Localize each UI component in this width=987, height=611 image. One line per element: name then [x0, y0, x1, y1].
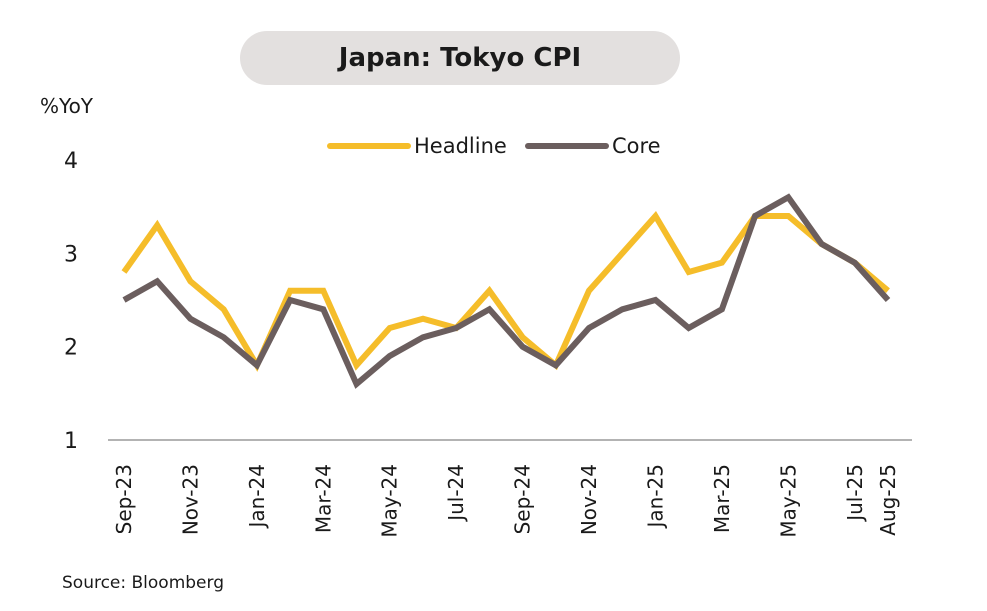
- x-tick-label: Aug-25: [876, 464, 900, 536]
- x-tick-label: Jul-24: [444, 464, 468, 523]
- x-tick-label: Sep-24: [511, 464, 535, 534]
- legend-label-headline: Headline: [414, 134, 507, 158]
- y-axis-unit-label: %YoY: [40, 94, 94, 118]
- y-tick-label: 4: [64, 149, 78, 174]
- x-tick-label: Nov-23: [178, 464, 202, 535]
- y-tick-label: 3: [64, 242, 78, 267]
- legend-label-core: Core: [612, 134, 661, 158]
- chart-title-pill: Japan: Tokyo CPI: [240, 31, 680, 85]
- x-tick-label: May-24: [378, 464, 402, 538]
- series-line-headline: [121, 210, 890, 372]
- x-tick-label: May-25: [776, 464, 800, 538]
- x-tick-label: Jan-24: [245, 464, 269, 530]
- x-tick-label: Mar-25: [710, 464, 734, 533]
- x-tick-label: Sep-23: [112, 464, 136, 534]
- y-tick-label: 2: [64, 336, 78, 361]
- x-tick-label: Nov-24: [577, 464, 601, 535]
- source-note: Source: Bloomberg: [62, 573, 224, 593]
- x-tick-label: Jul-25: [843, 464, 867, 523]
- y-tick-label: 1: [64, 429, 78, 454]
- x-tick-label: Jan-25: [643, 464, 667, 530]
- series-line-core: [122, 193, 891, 389]
- x-tick-label: Mar-24: [311, 464, 335, 533]
- chart-title: Japan: Tokyo CPI: [338, 43, 582, 73]
